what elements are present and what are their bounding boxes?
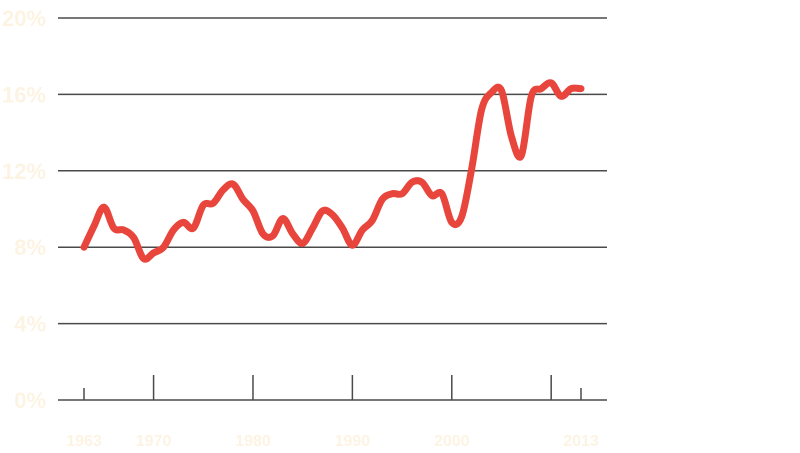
y-axis-tick-labels: 0% 4% 8% 12% 16% 20% xyxy=(2,6,46,413)
y-tick-label: 20% xyxy=(2,6,46,31)
x-tick-label: 1963 xyxy=(66,433,102,450)
x-axis-ticks: 1963 1970 1980 1990 2000 2013 xyxy=(66,375,599,450)
series-lines xyxy=(80,79,585,263)
y-tick-label: 12% xyxy=(2,159,46,184)
y-tick-label: 0% xyxy=(14,388,46,413)
x-tick-label: 1970 xyxy=(136,433,172,450)
y-tick-label: 16% xyxy=(2,82,46,107)
x-tick-label: 1990 xyxy=(335,433,371,450)
y-tick-label: 4% xyxy=(14,312,46,337)
x-tick-label: 2000 xyxy=(434,433,470,450)
grid-lines xyxy=(58,17,607,401)
y-tick-label: 8% xyxy=(14,235,46,260)
series-line xyxy=(80,79,585,263)
x-tick-label: 1980 xyxy=(235,433,271,450)
x-tick-label: 2013 xyxy=(563,433,599,450)
